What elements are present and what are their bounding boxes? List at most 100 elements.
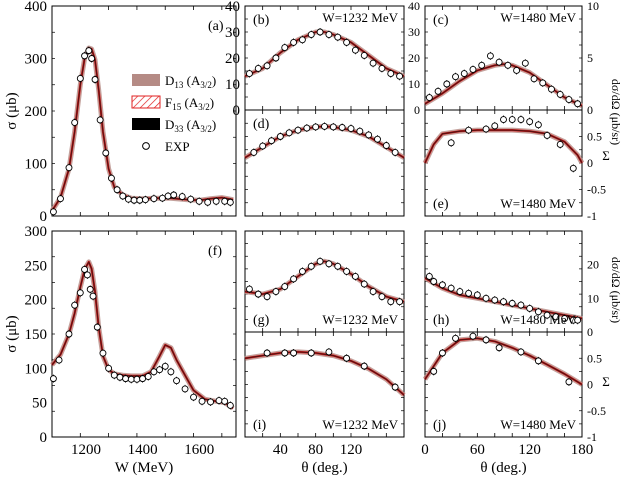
y-tick-label-left-c: 40 bbox=[408, 0, 420, 13]
data-point-h bbox=[500, 298, 507, 306]
data-point-d bbox=[338, 124, 346, 131]
data-point-b bbox=[263, 62, 271, 70]
data-point-g bbox=[290, 275, 298, 283]
data-point-f bbox=[83, 271, 91, 279]
y-tick-label-b: 30 bbox=[225, 25, 240, 41]
data-point-f bbox=[49, 375, 57, 383]
data-point-e bbox=[482, 125, 490, 133]
panel-title-j: W=1480 MeV bbox=[500, 417, 576, 432]
data-point-f bbox=[161, 362, 169, 370]
data-point-j bbox=[495, 344, 503, 352]
data-point-f bbox=[167, 368, 175, 376]
data-point-j bbox=[469, 332, 477, 340]
series-line-d33-i bbox=[244, 351, 405, 396]
legend-swatch-f15 bbox=[131, 95, 161, 109]
data-point-j bbox=[438, 349, 446, 357]
panel-title-b: W=1232 MeV bbox=[322, 10, 398, 25]
y-tick-label-left-c: 20 bbox=[408, 51, 420, 65]
data-point-b bbox=[325, 31, 333, 39]
data-point-b bbox=[343, 38, 351, 46]
data-point-h bbox=[430, 278, 438, 285]
y-tick-label-f: 50 bbox=[32, 396, 47, 412]
legend-swatch-d33 bbox=[132, 118, 160, 130]
data-point-c bbox=[495, 58, 503, 66]
data-point-a bbox=[170, 191, 178, 199]
data-point-b bbox=[351, 46, 359, 54]
data-point-e bbox=[465, 126, 473, 134]
data-point-d bbox=[259, 142, 267, 150]
data-point-f bbox=[221, 397, 229, 405]
data-point-g bbox=[351, 273, 359, 280]
data-point-c bbox=[452, 73, 459, 81]
data-point-e bbox=[526, 118, 534, 126]
data-point-h bbox=[517, 301, 525, 309]
data-point-h bbox=[473, 291, 481, 299]
y-tick-label-left-c: 10 bbox=[408, 77, 420, 91]
data-point-h bbox=[456, 288, 464, 296]
y-tick-label-j: -1 bbox=[587, 430, 597, 444]
panel-label-e: (e) bbox=[433, 197, 449, 212]
data-point-f bbox=[198, 397, 206, 405]
panel-title-h: W=1480 MeV bbox=[500, 312, 576, 327]
data-point-f bbox=[71, 301, 79, 309]
y-tick-label-f: 300 bbox=[25, 224, 48, 240]
data-point-f bbox=[207, 398, 214, 406]
data-point-g bbox=[307, 262, 315, 270]
data-point-d bbox=[329, 123, 337, 131]
panel-label-j: (j) bbox=[433, 418, 447, 433]
y-tick-label-j: 0 bbox=[587, 378, 593, 392]
y-tick-label-e: 0.5 bbox=[587, 130, 602, 144]
data-point-h bbox=[574, 316, 582, 324]
data-point-c bbox=[556, 90, 564, 98]
data-point-b bbox=[360, 51, 368, 59]
data-point-a bbox=[164, 192, 172, 200]
y-tick-label-h: 20 bbox=[587, 258, 599, 272]
panel-label-i: (i) bbox=[253, 418, 267, 433]
data-point-e bbox=[500, 116, 507, 123]
y-tick-label-e: -0.5 bbox=[587, 183, 606, 197]
data-point-f bbox=[127, 375, 135, 383]
data-point-d bbox=[374, 135, 381, 143]
x-tick-label-f: 1400 bbox=[128, 442, 158, 458]
data-point-a bbox=[136, 196, 144, 204]
data-point-f bbox=[215, 397, 223, 405]
data-point-a bbox=[212, 197, 220, 205]
x-tick-label-i: 120 bbox=[340, 442, 363, 458]
x-tick-label-i: 40 bbox=[273, 442, 288, 458]
data-point-i bbox=[343, 354, 351, 362]
panel-label-c: (c) bbox=[433, 13, 449, 28]
y-tick-label-left-c: 0 bbox=[414, 103, 420, 117]
data-point-g bbox=[325, 260, 333, 268]
data-point-f bbox=[144, 373, 152, 381]
data-point-a bbox=[226, 198, 234, 206]
panel-title-g: W=1232 MeV bbox=[322, 312, 398, 327]
data-point-i bbox=[360, 362, 368, 370]
data-point-a bbox=[88, 55, 96, 62]
x-tick-label-i: 80 bbox=[308, 442, 323, 458]
data-point-a bbox=[107, 174, 115, 182]
y-tick-label-f: 100 bbox=[25, 361, 48, 377]
data-point-b bbox=[387, 70, 395, 78]
data-point-h bbox=[438, 281, 446, 289]
y-axis-label-f: σ (μb) bbox=[4, 315, 20, 352]
data-point-g bbox=[281, 283, 289, 290]
series-line-d33-e bbox=[424, 129, 583, 164]
data-point-a bbox=[102, 149, 110, 157]
data-point-j bbox=[430, 367, 438, 375]
data-point-h bbox=[552, 313, 560, 321]
data-point-b bbox=[307, 31, 315, 39]
data-point-e bbox=[491, 122, 499, 130]
legend-label-d33: D33 (A3/2) bbox=[165, 117, 216, 134]
data-point-f bbox=[99, 349, 107, 357]
y-tick-label-a: 200 bbox=[25, 104, 48, 120]
panel-label-f: (f) bbox=[208, 244, 222, 259]
panel-label-g: (g) bbox=[253, 313, 270, 328]
data-point-a bbox=[141, 196, 149, 204]
data-point-i bbox=[290, 349, 298, 357]
data-point-d bbox=[347, 125, 355, 133]
data-point-f bbox=[89, 292, 97, 300]
data-point-a bbox=[113, 186, 121, 194]
data-point-c bbox=[539, 79, 547, 87]
data-point-g bbox=[263, 293, 271, 301]
panel-title-c: W=1480 MeV bbox=[500, 10, 576, 25]
